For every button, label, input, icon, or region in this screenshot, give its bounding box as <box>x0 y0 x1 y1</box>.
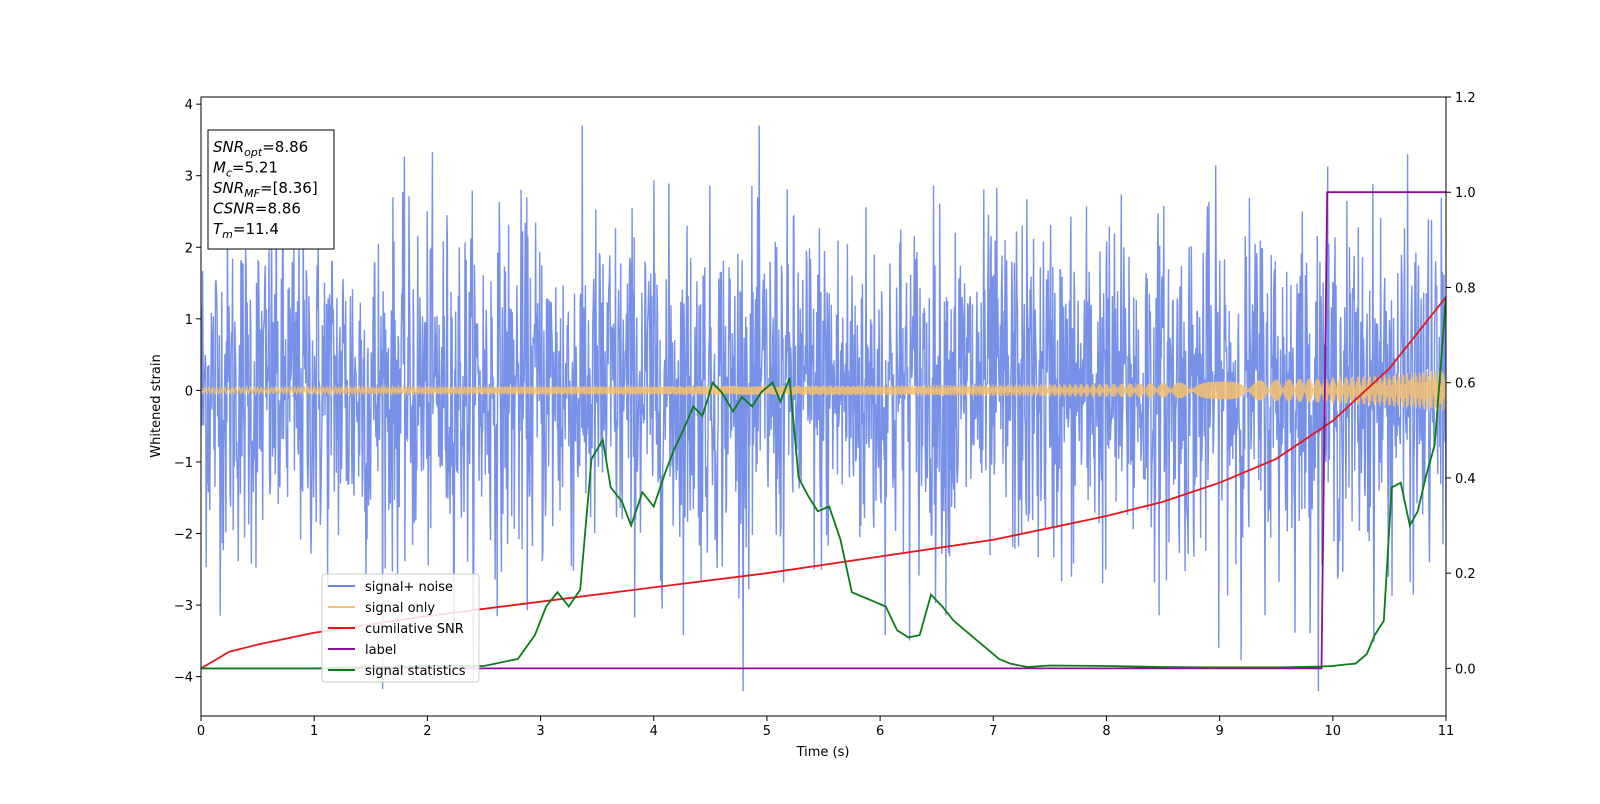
info-line: SNRMF=[8.36] <box>213 179 318 200</box>
series-layer <box>201 125 1446 692</box>
x-tick-label: 2 <box>423 724 431 739</box>
y-axis-title: Whitened strain <box>149 354 164 457</box>
x-tick-label: 10 <box>1325 724 1342 739</box>
series-signal-noise <box>201 125 1446 692</box>
x-tick-label: 0 <box>197 724 205 739</box>
plot-frame <box>200 96 1447 717</box>
series-signal-only <box>201 369 1446 411</box>
x-tick-label: 6 <box>876 724 884 739</box>
x-tick-label: 1 <box>310 724 318 739</box>
x-tick-label: 7 <box>989 724 997 739</box>
series-cumilative-snr <box>201 296 1446 670</box>
y-tick-label: 2 <box>185 241 193 256</box>
y2-tick-label: 0.8 <box>1455 281 1476 296</box>
x-tick-label: 11 <box>1438 724 1455 739</box>
y-tick-label: −2 <box>174 528 193 543</box>
y-tick-label: 3 <box>185 170 193 185</box>
legend-label: signal+ noise <box>365 580 453 595</box>
x-tick-label: 5 <box>763 724 771 739</box>
y2-tick-label: 0.2 <box>1455 567 1476 582</box>
x-tick-label: 8 <box>1102 724 1110 739</box>
y-tick-label: 1 <box>185 313 193 328</box>
info-box-frame <box>207 129 335 250</box>
legend-frame <box>321 573 480 683</box>
x-tick-label: 4 <box>650 724 658 739</box>
y2-tick-label: 0.0 <box>1455 662 1476 677</box>
x-tick-label: 3 <box>536 724 544 739</box>
y-tick-label: 0 <box>185 384 193 399</box>
y2-tick-label: 0.6 <box>1455 377 1476 392</box>
y-tick-label: 4 <box>185 98 193 113</box>
y2-tick-label: 1.2 <box>1455 91 1476 106</box>
x-tick-label: 9 <box>1215 724 1223 739</box>
y2-tick-label: 0.4 <box>1455 472 1476 487</box>
legend-label: signal statistics <box>365 664 466 679</box>
series-signal-statistics <box>201 296 1446 670</box>
info-line: Mc=5.21 <box>213 159 278 180</box>
series-label <box>201 191 1446 670</box>
y-tick-label: −4 <box>174 671 193 686</box>
info-line: Tm=11.4 <box>213 220 279 241</box>
x-axis-title: Time (s) <box>796 745 850 760</box>
info-line: SNRopt=8.86 <box>213 138 308 159</box>
info-line: CSNR=8.86 <box>213 200 301 218</box>
legend-label: label <box>365 643 396 658</box>
legend: signal+ noise signal only cumilative SNR la… <box>321 573 480 683</box>
y2-tick-label: 1.0 <box>1455 186 1476 201</box>
y-tick-label: −3 <box>174 599 193 614</box>
legend-label: cumilative SNR <box>365 622 464 637</box>
axes-layer: 0 1 2 3 4 5 6 7 8 9 10 11 −4 −3 −2 −1 0 1 2 3 4 0.0 0.2 0.4 0.6 0… <box>174 91 1476 739</box>
y-tick-label: −1 <box>174 456 193 471</box>
legend-label: signal only <box>365 601 435 616</box>
